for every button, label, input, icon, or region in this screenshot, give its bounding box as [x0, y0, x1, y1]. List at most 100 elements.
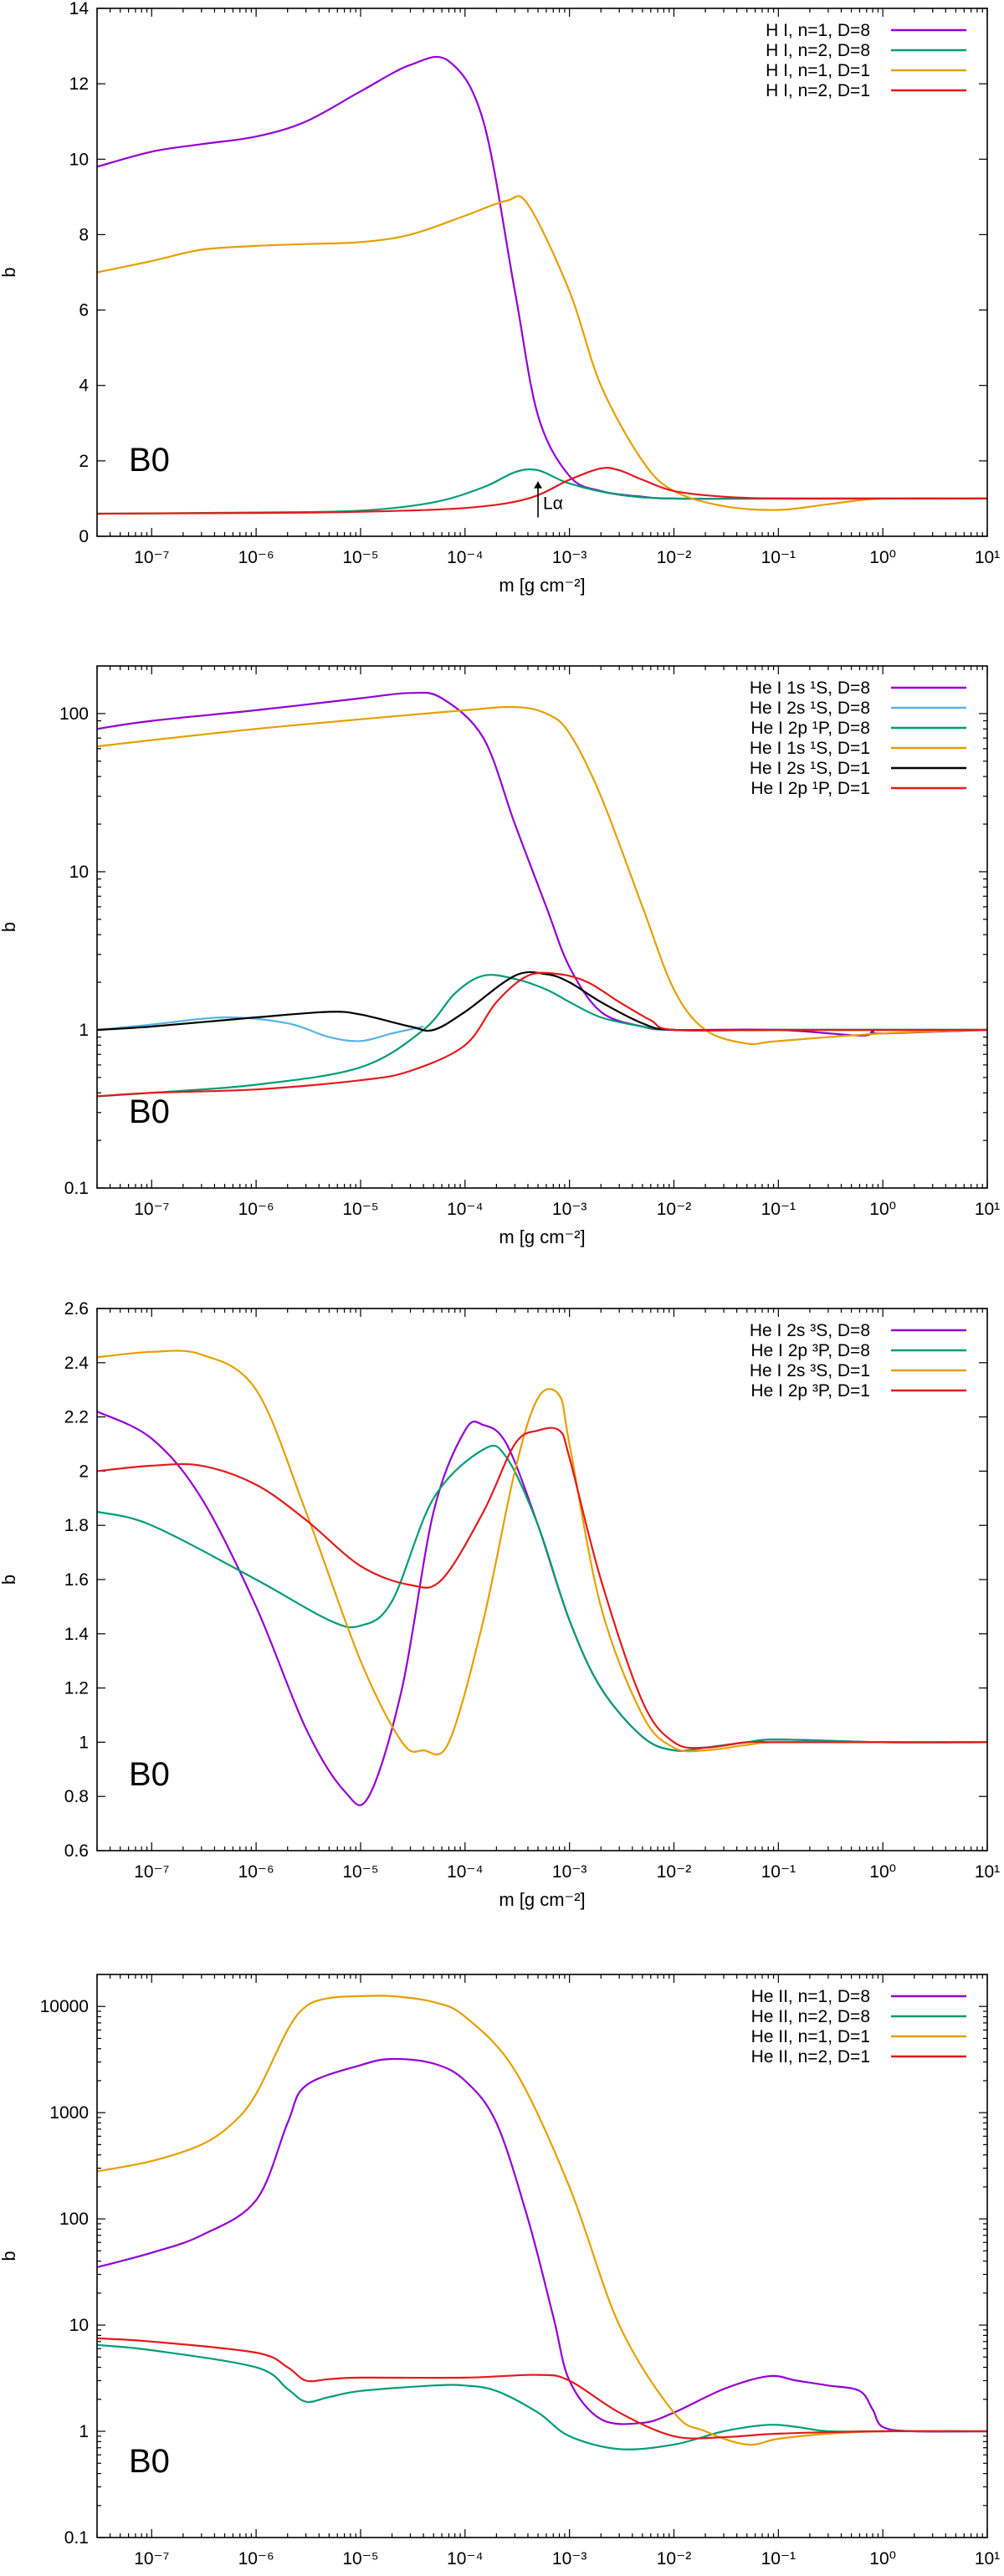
panel-annotation: B0 [129, 2443, 170, 2480]
chart-panel-4: 10⁻⁷ 10⁻⁶ 10⁻⁵ 10⁻⁴ 10⁻³ 10⁻² 10⁻¹ 10⁰ 10¹ 0.1 1 10… [0, 1974, 1000, 2568]
series-line-1 [97, 1411, 987, 1806]
x-tick-label: 10⁻¹ [761, 2549, 796, 2568]
series-line-3 [97, 1349, 987, 1756]
x-tick-label: 10⁻⁵ [342, 1200, 378, 1219]
axes-frame [96, 1974, 988, 2538]
x-tick-label: 10⁻⁶ [238, 1862, 274, 1882]
x-tick-label: 10⁻¹ [761, 1200, 796, 1219]
series-line-1 [97, 2057, 987, 2433]
y-tick-label: 0.8 [64, 1787, 89, 1806]
y-tick-label: 10 [69, 2316, 89, 2335]
x-tick-label: 10¹ [975, 548, 1000, 567]
legend-label-4: H I, n=2, D=1 [766, 81, 870, 100]
legend: H I, n=1, D=8H I, n=2, D=8H I, n=1, D=1H… [766, 21, 966, 100]
y-tick-label: 10000 [40, 1997, 89, 2016]
y-tick-label: 2.6 [64, 1299, 89, 1319]
x-tick-label: 10⁻³ [552, 548, 587, 567]
series-line-4 [97, 467, 987, 515]
y-tick-label: 100 [59, 704, 89, 724]
x-tick-label: 10⁻⁷ [134, 1862, 169, 1882]
chart-panel-3: 10⁻⁷ 10⁻⁶ 10⁻⁵ 10⁻⁴ 10⁻³ 10⁻² 10⁻¹ 10⁰ 10¹ 0.6 0.8… [0, 1299, 1000, 1910]
series-line-4 [97, 2337, 987, 2440]
x-tick-label: 10⁻¹ [761, 1862, 796, 1882]
y-tick-label: 1.8 [64, 1516, 89, 1535]
x-tick-label: 10⁻² [657, 548, 691, 567]
axes-frame [96, 665, 988, 1189]
series-line-2 [97, 1016, 424, 1042]
legend-label-2: He I 2p ³P, D=8 [750, 1341, 870, 1360]
legend-label-1: He II, n=1, D=8 [751, 1987, 870, 2006]
legend-label-6: He I 2p ¹P, D=1 [750, 779, 870, 798]
x-tick-label: 10⁻⁴ [447, 548, 483, 567]
x-tick-label: 10⁻⁴ [447, 1862, 483, 1882]
series-line-3 [97, 195, 987, 511]
axes-frame [96, 8, 988, 537]
legend-label-1: He I 2s ³S, D=8 [750, 1321, 870, 1340]
x-tick-label: 10⁻⁶ [238, 548, 274, 567]
chart-panel-1: 10⁻⁷ 10⁻⁶ 10⁻⁵ 10⁻⁴ 10⁻³ 10⁻² 10⁻¹ 10⁰ 10¹ 0 2 4 6 8 1… [0, 0, 1000, 596]
panel-annotation: B0 [129, 1756, 170, 1793]
x-tick-label: 10⁻⁵ [342, 2549, 378, 2568]
y-tick-label: 100 [59, 2210, 89, 2229]
legend-label-1: He I 1s ¹S, D=8 [750, 679, 870, 698]
y-tick-label: 12 [69, 74, 89, 94]
lyman-alpha-label: Lα [543, 494, 563, 514]
series-line-1 [97, 55, 987, 500]
x-tick-label: 10⁻³ [552, 1862, 587, 1882]
x-tick-label: 10⁻¹ [761, 548, 796, 567]
y-tick-label: 1 [79, 2422, 89, 2441]
x-tick-label: 10⁻² [657, 2549, 691, 2568]
y-tick-label: 2 [79, 452, 89, 471]
legend-label-4: He II, n=2, D=1 [751, 2047, 870, 2066]
y-tick-label: 0.6 [64, 1841, 89, 1861]
y-axis-label: b [0, 267, 19, 277]
y-tick-label: 0 [79, 527, 89, 546]
x-tick-label: 10⁻⁶ [238, 2549, 274, 2568]
x-tick-label: 10⁰ [869, 1200, 896, 1219]
series-line-6 [97, 971, 987, 1098]
y-axis-label: b [0, 922, 19, 932]
y-axis-label: b [0, 2251, 19, 2261]
y-tick-label: 2 [79, 1462, 89, 1481]
series-line-2 [97, 468, 987, 515]
x-tick-label: 10⁻³ [552, 2549, 587, 2568]
legend: He I 2s ³S, D=8He I 2p ³P, D=8He I 2s ³S… [750, 1321, 966, 1401]
y-tick-label: 10 [69, 150, 89, 169]
y-tick-label: 6 [79, 301, 89, 320]
x-tick-label: 10⁻³ [552, 1200, 587, 1219]
legend-label-4: He I 1s ¹S, D=1 [750, 739, 870, 758]
legend-label-3: He II, n=1, D=1 [751, 2027, 870, 2046]
legend-label-3: H I, n=1, D=1 [766, 61, 870, 80]
y-tick-label: 1000 [49, 2103, 89, 2123]
x-tick-label: 10⁻² [657, 1862, 691, 1882]
series-line-2 [97, 1444, 987, 1752]
series-line-5 [97, 970, 987, 1032]
lyman-alpha-arrowhead [534, 481, 543, 489]
y-tick-label: 2.4 [64, 1354, 90, 1373]
chart-panel-2: 10⁻⁷ 10⁻⁶ 10⁻⁵ 10⁻⁴ 10⁻³ 10⁻² 10⁻¹ 10⁰ 10¹ 0.1 1 10… [0, 665, 1000, 1247]
y-tick-label: 14 [69, 0, 90, 18]
legend-label-1: H I, n=1, D=8 [766, 21, 870, 40]
x-tick-label: 10¹ [975, 1200, 1000, 1219]
x-axis-label: m [g cm⁻²] [499, 1227, 585, 1247]
x-tick-label: 10¹ [975, 2549, 1000, 2568]
y-tick-label: 10 [69, 863, 89, 882]
x-tick-label: 10⁻⁵ [342, 548, 378, 567]
series-group [97, 55, 987, 515]
x-axis-label: m [g cm⁻²] [499, 575, 585, 596]
legend-label-2: He I 2s ¹S, D=8 [750, 699, 870, 718]
axes-frame [96, 1308, 988, 1851]
y-tick-label: 4 [79, 376, 89, 396]
x-tick-label: 10⁻⁶ [238, 1200, 274, 1219]
series-group [97, 691, 987, 1098]
x-tick-label: 10¹ [975, 1862, 1000, 1882]
x-tick-label: 10⁻⁷ [134, 2549, 169, 2568]
series-line-4 [97, 705, 987, 1046]
legend-label-3: He I 2p ¹P, D=8 [750, 719, 870, 738]
legend-label-2: H I, n=2, D=8 [766, 41, 870, 60]
series-line-4 [97, 1426, 987, 1749]
legend-label-5: He I 2s ¹S, D=1 [750, 759, 870, 778]
series-line-3 [97, 1995, 987, 2446]
x-tick-label: 10⁻⁴ [447, 1200, 483, 1219]
